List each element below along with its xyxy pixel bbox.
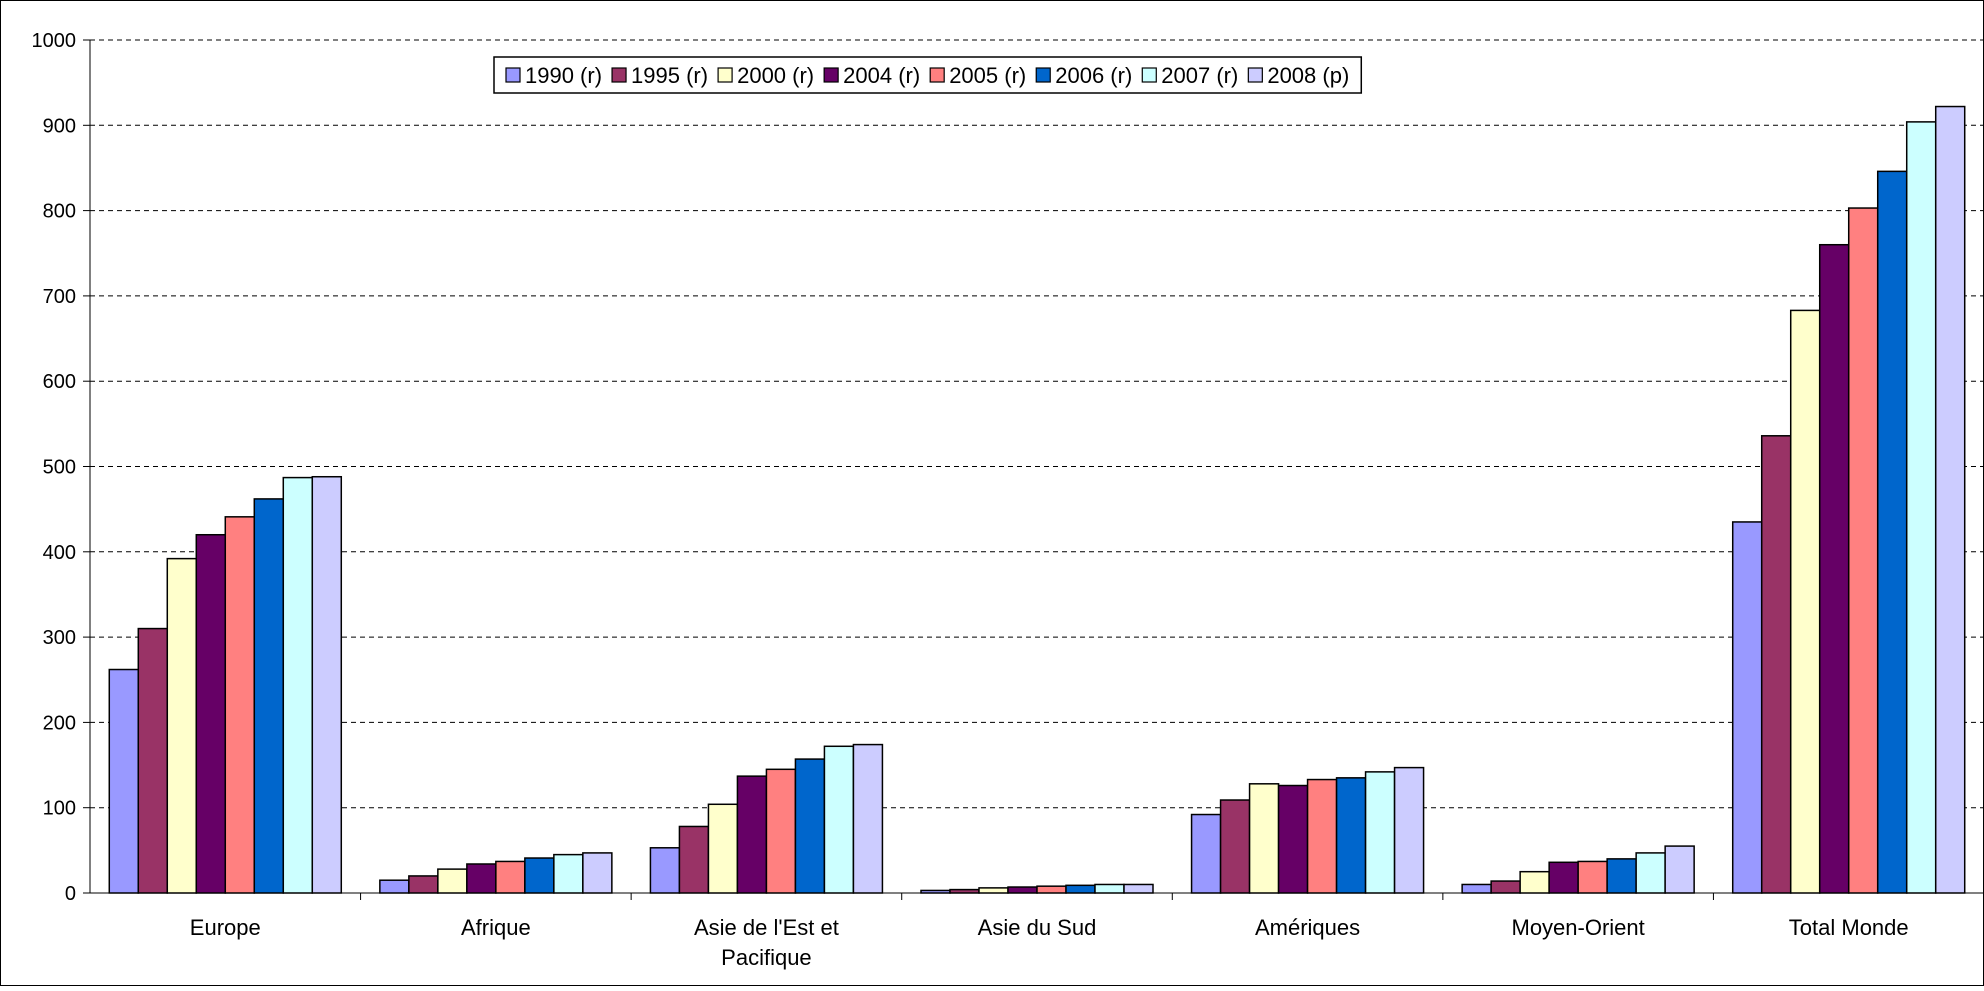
bar [1393, 766, 1425, 894]
bar [1065, 884, 1096, 894]
y-tick-label: 300 [43, 627, 76, 649]
y-tick-label: 900 [43, 115, 76, 137]
bar [1277, 784, 1309, 894]
bar [108, 668, 140, 894]
y-tick-label: 0 [65, 883, 76, 905]
bar [1760, 435, 1792, 894]
legend-box [493, 56, 1363, 94]
legend-swatch [1247, 67, 1263, 83]
bar [1635, 852, 1666, 894]
bar [736, 775, 768, 894]
bar [524, 857, 555, 894]
y-tick-label: 100 [43, 798, 76, 820]
x-category-label: Moyen-Orient [1512, 915, 1645, 940]
bar [852, 743, 884, 894]
y-tick-label: 700 [43, 286, 76, 308]
bar [1094, 883, 1125, 894]
x-category-label: Amériques [1255, 915, 1360, 940]
bar [949, 888, 980, 894]
legend-label: 2005 (r) [949, 63, 1026, 88]
bar [1818, 243, 1850, 894]
bar [1731, 521, 1763, 894]
axes [83, 39, 1984, 900]
bar [1577, 860, 1608, 894]
bar [1519, 870, 1550, 894]
bar [1664, 845, 1695, 894]
bar [166, 557, 198, 894]
bars [108, 105, 1966, 894]
legend-swatch [823, 67, 839, 83]
bar [1934, 105, 1966, 894]
bar [311, 475, 343, 894]
x-category-label: Asie de l'Est et [694, 915, 839, 940]
bar [408, 875, 439, 894]
y-tick-label: 500 [43, 457, 76, 479]
legend-label: 2008 (p) [1267, 63, 1349, 88]
bar [437, 868, 468, 894]
bar [1876, 170, 1908, 894]
x-category-label: Asie du Sud [978, 915, 1097, 940]
bar [707, 803, 739, 894]
bar [1847, 207, 1879, 894]
legend-swatch [929, 67, 945, 83]
y-axis-tick-labels: 0 100 200 300 400 500 600 700 800 900 1000 [32, 30, 77, 905]
bar [1219, 799, 1251, 894]
bar [553, 853, 584, 894]
x-axis-category-labels: Europe Afrique Asie de l'Est et Pacifique As… [190, 915, 1909, 970]
bar [1335, 777, 1367, 894]
legend-swatch [717, 67, 733, 83]
x-category-label: Total Monde [1789, 915, 1909, 940]
bar [1036, 885, 1067, 894]
legend-label: 1990 (r) [525, 63, 602, 88]
x-category-label: Europe [190, 915, 261, 940]
bar [582, 852, 613, 894]
x-category-label: Afrique [461, 915, 531, 940]
bar [282, 476, 314, 894]
y-tick-label: 600 [43, 371, 76, 393]
bar [1364, 771, 1396, 894]
gridlines [90, 39, 1984, 809]
y-tick-label: 800 [43, 201, 76, 223]
bar [1490, 880, 1521, 894]
bar [466, 863, 497, 894]
bar [224, 516, 256, 894]
bar [379, 879, 410, 894]
bar [1548, 861, 1579, 894]
bar [678, 825, 710, 894]
legend-swatch [1035, 67, 1051, 83]
bar [1905, 121, 1937, 894]
legend: 1990 (r) 1995 (r) 2000 (r) 2004 (r) 2005 (r)… [493, 56, 1363, 94]
y-tick-label: 1000 [32, 30, 77, 52]
bar [823, 745, 855, 894]
bar [495, 860, 526, 894]
legend-label: 2004 (r) [843, 63, 920, 88]
legend-swatch [611, 67, 627, 83]
bar [978, 887, 1009, 894]
bar [1190, 813, 1222, 894]
legend-label: 2000 (r) [737, 63, 814, 88]
bar [1606, 858, 1637, 894]
legend-label: 1995 (r) [631, 63, 708, 88]
bar [765, 768, 797, 894]
legend-swatch [1141, 67, 1157, 83]
y-tick-label: 200 [43, 712, 76, 734]
bar [253, 498, 285, 894]
bar [1123, 883, 1154, 894]
bar [649, 847, 681, 894]
bar [794, 758, 826, 894]
legend-swatch [505, 67, 521, 83]
bar [195, 533, 227, 894]
y-tick-label: 400 [43, 542, 76, 564]
bar [1461, 883, 1492, 894]
bar [1306, 778, 1338, 894]
bar [1789, 309, 1821, 894]
x-category-label: Pacifique [721, 945, 812, 970]
bar [137, 627, 169, 894]
bar [1248, 783, 1280, 894]
bar [1007, 886, 1038, 894]
legend-label: 2007 (r) [1161, 63, 1238, 88]
legend-label: 2006 (r) [1055, 63, 1132, 88]
